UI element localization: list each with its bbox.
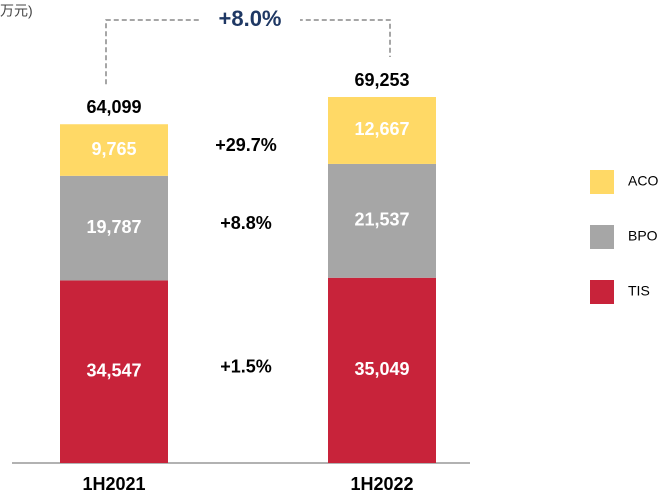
bar-segment [60,124,168,176]
legend-swatch [590,280,614,304]
segment-label: 21,537 [354,210,409,230]
bracket-label-bg [200,6,300,34]
change-label: +29.7% [215,135,277,155]
segment-label: 34,547 [86,360,141,380]
x-tick-label: 1H2021 [82,474,145,494]
legend-label: ACO [628,173,658,189]
bracket [105,19,391,85]
bar-segment [60,280,168,463]
segment-label: 35,049 [354,359,409,379]
total-label: 64,099 [86,97,141,117]
change-label: +1.5% [220,356,272,376]
segment-label: 12,667 [354,119,409,139]
x-tick-label: 1H2022 [350,474,413,494]
change-label: +8.8% [220,213,272,233]
bar-segment [328,277,436,463]
legend-label: BPO [628,228,658,244]
total-change: +8.0% [219,6,282,31]
bar-segment [328,163,436,278]
total-label: 69,253 [354,70,409,90]
segment-label: 9,765 [91,139,136,159]
legend-label: TIS [628,283,650,299]
bar-segment [60,175,168,281]
unit-label: 万元) [0,3,33,19]
legend-swatch [590,225,614,249]
segment-label: 19,787 [86,217,141,237]
legend-swatch [590,170,614,194]
bar-segment [328,97,436,164]
